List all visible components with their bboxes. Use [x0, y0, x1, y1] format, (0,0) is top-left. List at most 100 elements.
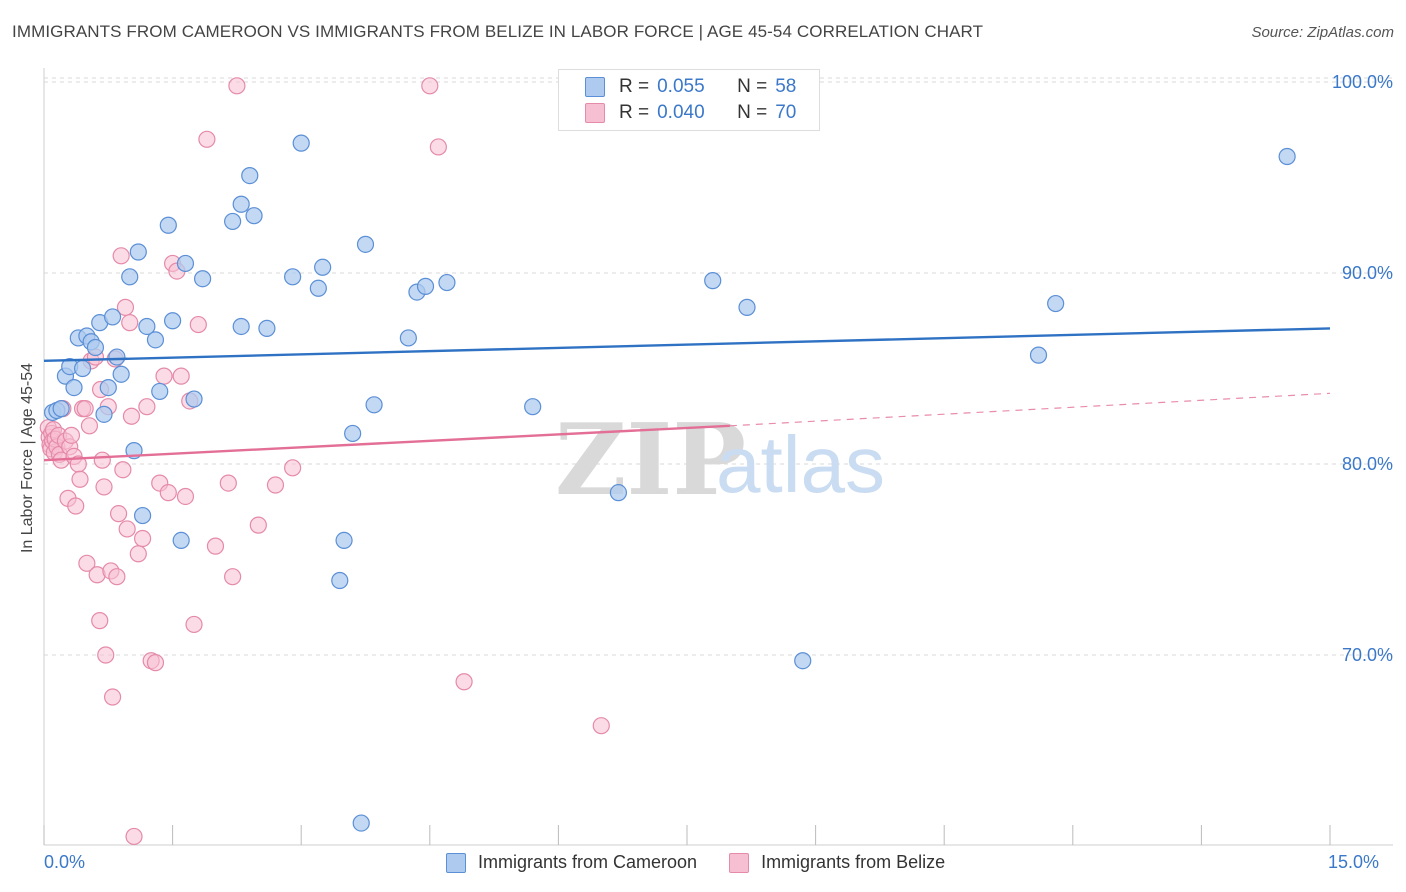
cameroon-point — [284, 268, 302, 286]
cameroon-point — [73, 359, 92, 378]
cameroon-point — [86, 338, 105, 357]
cameroon-point — [52, 400, 70, 418]
watermark-zip: ZIP — [555, 403, 746, 518]
y-tick-label: 70.0% — [1342, 645, 1393, 665]
cameroon-point — [232, 317, 250, 336]
legend-row-cameroon: R = 0.055 N = 58 — [585, 74, 796, 100]
belize-point — [198, 130, 216, 148]
legend-swatch-blue — [446, 852, 466, 873]
belize-points — [39, 77, 610, 846]
belize-point — [103, 688, 122, 706]
legend-n-label: N = — [737, 102, 768, 123]
belize-point — [189, 315, 207, 334]
legend-item-belize: Immigrants from Belize — [729, 852, 945, 873]
legend-label-belize: Immigrants from Belize — [761, 852, 946, 872]
cameroon-point — [164, 312, 182, 330]
cameroon-point — [95, 405, 113, 423]
trend-line-belize — [43, 424, 730, 462]
cameroon-point — [232, 195, 250, 213]
belize-point — [429, 138, 447, 156]
x-tick-min: 0.0% — [44, 852, 86, 872]
cameroon-point — [1047, 294, 1065, 313]
belize-point — [67, 497, 85, 515]
legend-r-value: 0.055 — [657, 76, 705, 97]
cameroon-point — [352, 814, 370, 832]
x-tick-max: 15.0% — [1328, 852, 1380, 872]
cameroon-point — [1029, 346, 1048, 364]
belize-point — [155, 367, 173, 385]
cameroon-point — [399, 329, 417, 347]
belize-point — [146, 654, 165, 672]
cameroon-point — [344, 424, 362, 443]
cameroon-point — [416, 277, 435, 295]
legend-n-value: 58 — [775, 76, 797, 97]
cameroon-point — [438, 273, 456, 292]
trend-line-belize-extension — [729, 392, 1331, 427]
belize-point — [95, 478, 113, 496]
legend-r-value: 0.040 — [657, 102, 705, 123]
belize-point — [224, 568, 242, 586]
legend-n-value: 70 — [775, 102, 797, 123]
cameroon-point — [176, 254, 195, 273]
cameroon-point — [335, 531, 353, 550]
cameroon-point — [146, 331, 165, 349]
cameroon-point — [103, 308, 122, 326]
legend-swatch-blue — [585, 77, 605, 97]
belize-point — [91, 612, 109, 630]
cameroon-point — [309, 279, 327, 297]
legend-row-belize: R = 0.040 N = 70 — [585, 100, 796, 126]
y-tick-label: 90.0% — [1342, 263, 1393, 283]
belize-point — [455, 673, 473, 691]
belize-point — [112, 247, 130, 265]
belize-point — [249, 516, 267, 534]
belize-point — [78, 554, 96, 572]
cameroon-point — [108, 348, 126, 366]
belize-point — [133, 529, 152, 548]
belize-point — [592, 717, 610, 735]
cameroon-point — [121, 268, 139, 286]
cameroon-point — [224, 212, 242, 231]
watermark: ZIP atlas — [555, 403, 885, 518]
cameroon-point — [99, 379, 117, 397]
cameroon-point — [292, 134, 310, 152]
cameroon-point — [65, 379, 83, 397]
y-tick-label: 80.0% — [1342, 454, 1393, 474]
belize-point — [97, 646, 115, 664]
belize-point — [114, 461, 132, 479]
cameroon-point — [609, 484, 628, 502]
legend-swatch-pink — [729, 852, 750, 873]
belize-point — [121, 314, 139, 332]
belize-point — [284, 459, 302, 477]
belize-point — [159, 484, 177, 502]
cameroon-point — [738, 298, 756, 316]
watermark-atlas: atlas — [716, 420, 885, 509]
source-note: Source: ZipAtlas.com — [1251, 24, 1394, 41]
grid-lines — [44, 77, 1393, 656]
y-tick-labels: 70.0% 80.0% 90.0% 100.0% — [1332, 72, 1393, 665]
cameroon-point — [704, 272, 722, 290]
y-axis-label: In Labor Force | Age 45-54 — [19, 362, 36, 554]
cameroon-point — [241, 166, 259, 185]
cameroon-point — [331, 571, 349, 590]
cameroon-point — [356, 235, 375, 253]
legend-label-cameroon: Immigrants from Cameroon — [478, 852, 698, 872]
belize-point — [71, 470, 89, 488]
cameroon-point — [258, 319, 276, 337]
belize-point — [219, 474, 237, 492]
cameroon-point — [524, 398, 542, 416]
belize-point — [138, 398, 156, 416]
series-legend: Immigrants from Cameroon Immigrants from… — [446, 852, 977, 873]
belize-point — [206, 537, 225, 555]
cameroon-point — [794, 652, 812, 670]
cameroon-point — [1278, 147, 1296, 166]
cameroon-points — [43, 134, 1296, 832]
belize-point — [129, 545, 147, 563]
axes — [43, 68, 1393, 846]
belize-point — [62, 426, 81, 444]
trend-lines — [43, 327, 1331, 462]
belize-point — [125, 827, 143, 846]
belize-point — [266, 476, 285, 494]
y-tick-label: 100.0% — [1332, 72, 1393, 92]
correlation-legend: R = 0.055 N = 58 R = 0.040 N = 70 — [558, 69, 820, 131]
